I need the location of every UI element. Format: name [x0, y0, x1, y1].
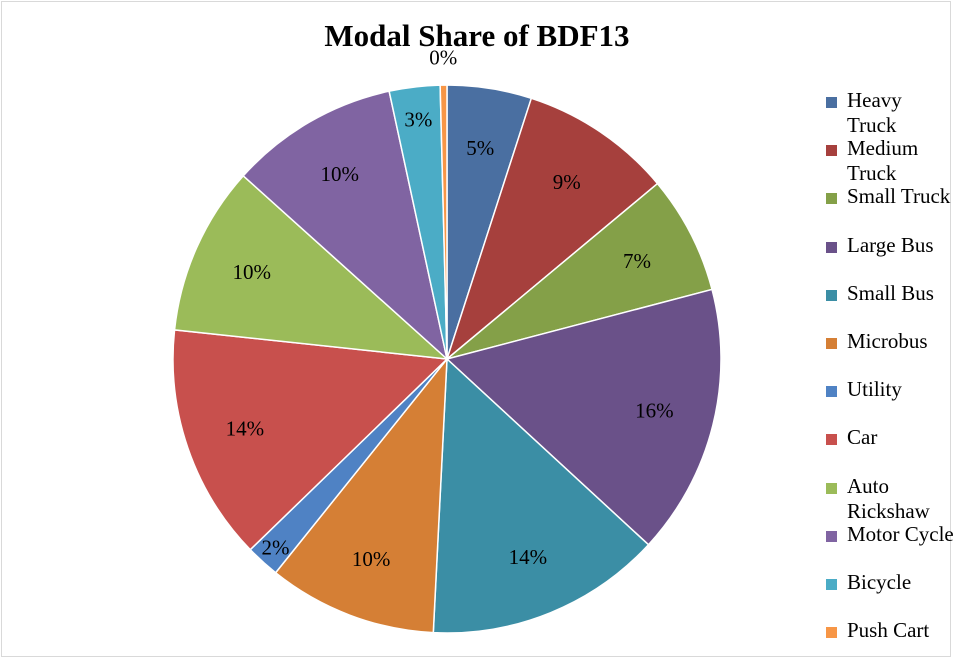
legend-swatch: [826, 579, 837, 590]
legend-label: Motor Cycle: [847, 521, 954, 546]
slice-label-auto-rickshaw: 10%: [233, 260, 272, 284]
legend-label: Push Cart: [847, 618, 930, 643]
legend-swatch: [826, 145, 837, 157]
slice-label-heavy-truck: 5%: [466, 136, 494, 160]
legend-swatch: [826, 530, 837, 542]
legend-label: Car: [847, 425, 878, 450]
legend-label: Medium Truck: [847, 136, 919, 186]
pie-slice-small-bus: [432, 357, 650, 634]
legend-swatch: [826, 386, 837, 398]
pie-slices: [172, 84, 722, 634]
pie-slice-motor-cycle: [242, 90, 449, 362]
legend-label: Small Bus: [847, 280, 934, 305]
legend-label: Utility: [847, 377, 902, 402]
chart-title: Modal Share of BDF13: [324, 18, 630, 53]
legend-swatch: [826, 482, 837, 494]
legend-label: Auto Rickshaw: [847, 473, 930, 523]
legend-swatch: [826, 338, 837, 349]
slice-label-small-bus: 14%: [509, 545, 548, 569]
pie-slice-medium-truck: [445, 97, 659, 362]
pie-slice-small-truck: [446, 182, 713, 360]
slice-label-bicycle: 3%: [404, 108, 432, 132]
pie-slice-push-cart: [439, 84, 448, 360]
legend-label: Small Truck: [847, 184, 951, 209]
legend-swatch: [826, 193, 837, 205]
slice-label-large-bus: 16%: [635, 399, 674, 423]
slice-label-utility: 2%: [262, 535, 290, 559]
legend-label: Microbus: [847, 329, 928, 353]
legend-label: Large Bus: [847, 232, 934, 257]
pie-slice-car: [172, 329, 449, 551]
pie-labels: 5% 9% 7% 16% 14% 10% 2% 14% 10% 10% 3% 0%: [226, 46, 674, 571]
legend-swatch: [826, 97, 837, 108]
slice-label-medium-truck: 9%: [553, 170, 581, 194]
legend-swatch: [826, 434, 837, 446]
legend-swatch: [826, 627, 837, 639]
pie-slice-auto-rickshaw: [173, 174, 450, 360]
legend-label: Heavy Truck: [847, 88, 902, 137]
slice-label-car: 14%: [226, 417, 265, 441]
slice-label-push-cart: 0%: [429, 46, 457, 70]
slice-label-microbus: 10%: [352, 547, 391, 571]
legend-swatch: [826, 241, 837, 253]
pie-slice-microbus: [274, 356, 448, 634]
legend-label: Bicycle: [847, 570, 912, 594]
legend-swatch: [826, 289, 837, 301]
slice-label-small-truck: 7%: [623, 249, 651, 273]
slice-label-motor-cycle: 10%: [321, 162, 360, 186]
pie-slice-large-bus: [445, 288, 722, 546]
